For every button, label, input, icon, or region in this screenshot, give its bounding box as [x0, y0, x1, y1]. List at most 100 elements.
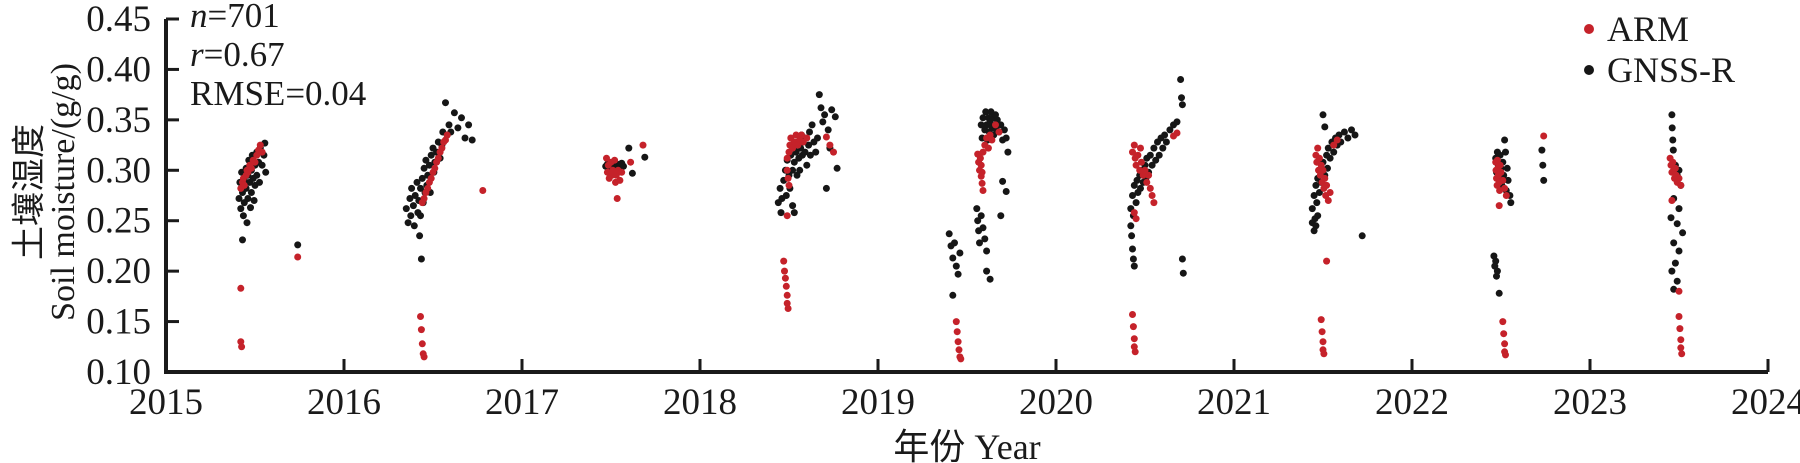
data-point-arm — [1320, 350, 1328, 358]
data-point-arm — [237, 284, 245, 292]
data-point-arm — [995, 128, 1003, 136]
data-point-arm — [1319, 166, 1327, 174]
data-point-gnss-r — [1178, 255, 1186, 263]
data-point-arm — [1540, 132, 1548, 140]
data-point-gnss-r — [796, 166, 804, 174]
data-point-gnss-r — [1129, 245, 1136, 253]
data-point-gnss-r — [831, 113, 839, 121]
data-point-arm — [1676, 325, 1684, 333]
data-point-gnss-r — [235, 195, 243, 202]
data-point-arm — [781, 274, 789, 282]
data-point-gnss-r — [1358, 232, 1366, 240]
data-point-arm — [976, 154, 984, 162]
data-point-gnss-r — [782, 192, 790, 199]
legend-label-gnssr: GNSS-R — [1607, 49, 1736, 90]
data-point-gnss-r — [1671, 259, 1679, 267]
data-point-gnss-r — [979, 224, 987, 232]
data-point-arm — [783, 166, 791, 174]
data-point-arm — [1677, 336, 1685, 344]
data-point-gnss-r — [408, 184, 416, 192]
data-point-arm — [434, 154, 442, 162]
data-point-gnss-r — [1539, 161, 1547, 169]
data-point-gnss-r — [1673, 220, 1681, 228]
data-point-arm — [1323, 257, 1331, 265]
data-point-gnss-r — [1310, 192, 1318, 199]
data-point-gnss-r — [1146, 151, 1154, 159]
data-point-gnss-r — [402, 205, 410, 213]
data-point-gnss-r — [1670, 285, 1678, 293]
data-point-arm — [438, 144, 446, 152]
stat-r-symbol: r — [190, 35, 204, 74]
data-point-gnss-r — [1679, 229, 1687, 237]
data-point-arm — [1326, 189, 1334, 196]
data-point-arm — [613, 195, 621, 202]
data-point-arm — [1129, 323, 1137, 331]
data-point-arm — [957, 355, 965, 363]
legend: ARM GNSS-R — [1584, 8, 1735, 90]
data-point-arm — [1501, 340, 1509, 348]
data-point-gnss-r — [417, 212, 424, 220]
data-point-gnss-r — [806, 128, 813, 136]
stat-rmse-symbol: RMSE — [190, 74, 286, 113]
x-tick-label: 2021 — [1197, 382, 1271, 423]
data-point-gnss-r — [1538, 146, 1546, 154]
data-point-gnss-r — [1669, 136, 1677, 144]
data-point-arm — [247, 164, 255, 172]
data-point-gnss-r — [815, 91, 823, 99]
data-point-arm — [1314, 144, 1322, 152]
data-point-gnss-r — [801, 148, 809, 156]
data-point-arm — [1136, 166, 1144, 174]
data-point-gnss-r — [1000, 126, 1008, 134]
data-point-gnss-r — [1675, 247, 1683, 255]
data-point-arm — [424, 184, 432, 192]
data-point-gnss-r — [1667, 214, 1675, 222]
data-point-arm — [251, 158, 259, 166]
stat-r-value: =0.67 — [203, 35, 285, 74]
data-point-gnss-r — [1493, 267, 1501, 275]
legend-item-arm: ARM — [1584, 8, 1735, 49]
stat-r: r=0.67 — [190, 35, 366, 74]
stats-annotation: n=701 r=0.67 RMSE=0.04 — [190, 0, 366, 113]
data-point-arm — [420, 353, 428, 361]
data-point-gnss-r — [821, 111, 829, 119]
data-point-gnss-r — [641, 153, 649, 161]
y-tick-label: 0.15 — [86, 302, 151, 343]
x-tick-label: 2018 — [663, 382, 737, 423]
axes — [164, 19, 1768, 374]
data-point-gnss-r — [237, 205, 245, 213]
data-point-arm — [609, 166, 617, 174]
y-tick-label: 0.20 — [86, 251, 151, 292]
data-point-arm — [443, 131, 451, 139]
data-point-arm — [1137, 158, 1145, 166]
data-point-arm — [1130, 209, 1138, 217]
data-point-gnss-r — [983, 247, 991, 255]
data-point-gnss-r — [247, 204, 254, 212]
data-point-gnss-r — [1670, 239, 1678, 247]
data-point-gnss-r — [1312, 222, 1320, 230]
data-point-arm — [789, 144, 797, 152]
data-point-arm — [1324, 197, 1332, 204]
data-point-gnss-r — [945, 230, 953, 238]
x-tick-label: 2020 — [1019, 382, 1093, 423]
data-point-arm — [1173, 129, 1181, 137]
data-point-arm — [1130, 335, 1138, 343]
stat-n-symbol: n — [190, 0, 208, 35]
legend-item-gnssr: GNSS-R — [1584, 49, 1735, 90]
data-point-gnss-r — [1155, 151, 1163, 159]
data-point-gnss-r — [952, 262, 960, 270]
data-point-gnss-r — [803, 161, 811, 169]
data-point-gnss-r — [1308, 205, 1316, 213]
data-point-gnss-r — [1669, 146, 1677, 154]
data-point-arm — [1330, 141, 1338, 149]
data-point-gnss-r — [976, 239, 983, 247]
data-point-arm — [780, 257, 788, 265]
data-point-arm — [618, 168, 626, 176]
data-point-arm — [1497, 168, 1505, 176]
data-point-gnss-r — [1129, 192, 1136, 199]
data-point-arm — [1129, 148, 1136, 156]
data-point-gnss-r — [806, 151, 814, 159]
data-point-gnss-r — [1148, 161, 1156, 169]
data-point-gnss-r — [1179, 269, 1187, 277]
data-point-gnss-r — [997, 121, 1005, 129]
data-point-gnss-r — [833, 164, 841, 172]
